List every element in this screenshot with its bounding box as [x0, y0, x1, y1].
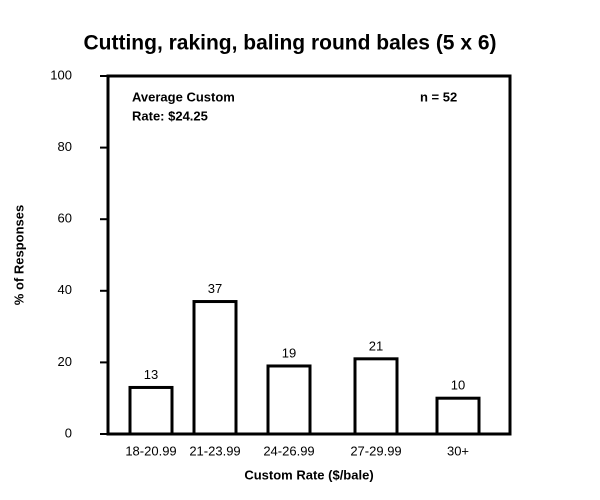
y-tick-label: 0: [65, 425, 72, 440]
data-label: 19: [282, 345, 296, 360]
data-label: 37: [208, 281, 222, 296]
data-label: 21: [369, 338, 383, 353]
bar: [435, 396, 481, 436]
bar: [192, 300, 238, 436]
bar: [128, 385, 174, 436]
chart-title: Cutting, raking, baling round bales (5 x…: [83, 32, 496, 55]
y-axis-label: % of Responses: [11, 205, 26, 305]
bar: [353, 357, 399, 436]
data-label: 10: [451, 378, 465, 393]
y-tick-label: 60: [58, 211, 72, 226]
x-tick-label: 24-26.99: [263, 443, 314, 458]
x-tick-label: 30+: [447, 443, 469, 458]
y-tick-label: 100: [50, 67, 72, 82]
y-tick-label: 20: [58, 354, 72, 369]
x-tick-label: 18-20.99: [125, 443, 176, 458]
annotation: Average Custom: [132, 89, 235, 104]
bar: [266, 364, 312, 436]
annotation: Rate: $24.25: [132, 108, 208, 123]
y-tick-label: 40: [58, 282, 72, 297]
data-label: 13: [144, 367, 158, 382]
annotation: n = 52: [420, 89, 457, 104]
x-tick-label: 21-23.99: [189, 443, 240, 458]
x-axis-label: Custom Rate ($/bale): [244, 467, 373, 482]
x-tick-label: 27-29.99: [350, 443, 401, 458]
y-tick-label: 80: [58, 139, 72, 154]
